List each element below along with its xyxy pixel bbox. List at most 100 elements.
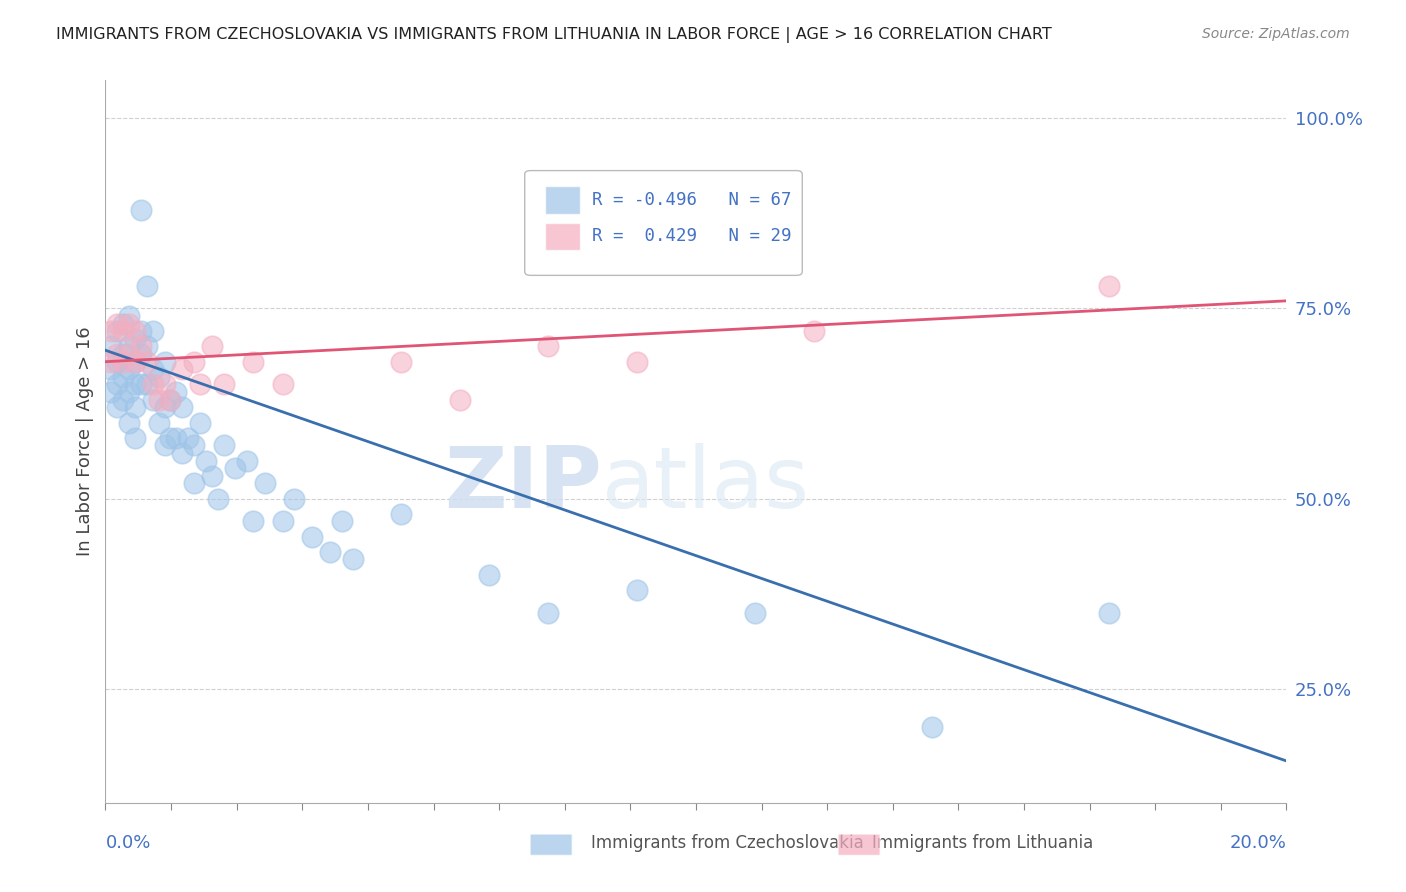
Point: [537, 339, 560, 353]
Point: [389, 507, 412, 521]
Point: [177, 431, 200, 445]
Point: [148, 416, 170, 430]
Point: [124, 377, 146, 392]
Point: [124, 324, 146, 338]
Point: [142, 392, 165, 407]
Point: [124, 431, 146, 445]
Point: [271, 515, 294, 529]
Point: [165, 431, 187, 445]
Point: [165, 385, 187, 400]
Point: [118, 347, 141, 361]
Point: [626, 354, 648, 368]
Point: [330, 515, 353, 529]
Point: [118, 362, 141, 376]
Point: [183, 354, 205, 368]
Text: R = -0.496   N = 67: R = -0.496 N = 67: [592, 191, 792, 210]
Point: [342, 552, 364, 566]
Point: [224, 461, 246, 475]
Point: [159, 431, 181, 445]
Text: Source: ZipAtlas.com: Source: ZipAtlas.com: [1202, 27, 1350, 41]
Point: [207, 491, 229, 506]
Point: [100, 362, 122, 376]
Point: [242, 515, 264, 529]
Y-axis label: In Labor Force | Age > 16: In Labor Force | Age > 16: [76, 326, 94, 557]
Point: [159, 392, 181, 407]
Point: [1098, 606, 1121, 620]
Point: [153, 377, 176, 392]
Point: [112, 370, 135, 384]
Point: [129, 339, 152, 353]
Point: [537, 606, 560, 620]
Point: [212, 377, 235, 392]
Point: [803, 324, 825, 338]
Text: 0.0%: 0.0%: [105, 834, 150, 852]
Point: [194, 453, 217, 467]
Point: [159, 392, 181, 407]
Point: [253, 476, 276, 491]
Point: [153, 438, 176, 452]
Point: [118, 416, 141, 430]
Point: [105, 354, 128, 368]
Point: [153, 354, 176, 368]
Point: [188, 416, 211, 430]
Point: [105, 347, 128, 361]
FancyBboxPatch shape: [524, 170, 803, 276]
Point: [129, 202, 152, 217]
Point: [124, 354, 146, 368]
Point: [129, 324, 152, 338]
Point: [118, 339, 141, 353]
Point: [301, 530, 323, 544]
Point: [124, 332, 146, 346]
Point: [129, 347, 152, 361]
Point: [118, 385, 141, 400]
Point: [172, 401, 194, 415]
Point: [142, 324, 165, 338]
Point: [148, 370, 170, 384]
Point: [283, 491, 305, 506]
Point: [100, 385, 122, 400]
Point: [112, 324, 135, 338]
Point: [449, 392, 471, 407]
Point: [112, 347, 135, 361]
Point: [135, 354, 157, 368]
Point: [100, 339, 122, 353]
Point: [118, 309, 141, 323]
Point: [135, 339, 157, 353]
Point: [135, 278, 157, 293]
Point: [242, 354, 264, 368]
Point: [921, 720, 943, 734]
Point: [1098, 278, 1121, 293]
Point: [142, 377, 165, 392]
Point: [105, 377, 128, 392]
Point: [201, 339, 224, 353]
Point: [153, 401, 176, 415]
Point: [112, 354, 135, 368]
Text: IMMIGRANTS FROM CZECHOSLOVAKIA VS IMMIGRANTS FROM LITHUANIA IN LABOR FORCE | AGE: IMMIGRANTS FROM CZECHOSLOVAKIA VS IMMIGR…: [56, 27, 1052, 43]
Point: [112, 317, 135, 331]
Point: [172, 362, 194, 376]
Point: [172, 446, 194, 460]
Point: [188, 377, 211, 392]
Point: [626, 582, 648, 597]
Point: [129, 377, 152, 392]
Point: [105, 401, 128, 415]
Point: [105, 317, 128, 331]
Text: ZIP: ZIP: [444, 443, 602, 526]
Point: [118, 317, 141, 331]
Bar: [544, 186, 581, 214]
Point: [105, 324, 128, 338]
Point: [183, 476, 205, 491]
Point: [212, 438, 235, 452]
Point: [236, 453, 259, 467]
Point: [100, 324, 122, 338]
Point: [478, 567, 501, 582]
Text: Immigrants from Czechoslovakia: Immigrants from Czechoslovakia: [591, 834, 863, 852]
Text: 20.0%: 20.0%: [1230, 834, 1286, 852]
Point: [124, 354, 146, 368]
Point: [112, 392, 135, 407]
Point: [271, 377, 294, 392]
Text: Immigrants from Lithuania: Immigrants from Lithuania: [872, 834, 1092, 852]
Text: atlas: atlas: [602, 443, 810, 526]
Point: [142, 362, 165, 376]
Point: [148, 392, 170, 407]
